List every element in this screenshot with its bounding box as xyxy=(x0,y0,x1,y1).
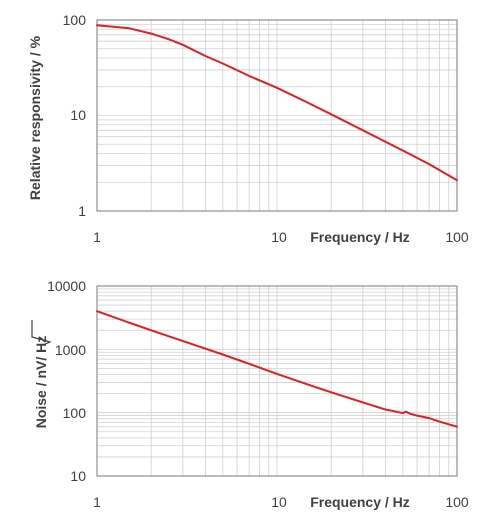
noise-ytick-100: 100 xyxy=(63,405,87,421)
noise-ytick-10000: 10000 xyxy=(47,278,86,294)
responsivity-x-axis-label: Frequency / Hz xyxy=(310,229,410,245)
responsivity-grid xyxy=(97,20,457,211)
noise-ytick-1000: 1000 xyxy=(55,342,86,358)
noise-series-line xyxy=(96,310,458,428)
noise-y-axis-label: Noise / nV/ Hz xyxy=(31,320,52,429)
responsivity-ytick-100: 100 xyxy=(63,12,87,28)
noise-y-axis-label-prefix: Noise / nV/ xyxy=(33,353,49,428)
responsivity-y-axis-label: Relative responsivity / % xyxy=(27,35,43,200)
noise-grid xyxy=(97,286,457,476)
noise-y-axis-label-root: Hz xyxy=(33,336,49,353)
responsivity-xtick-1: 1 xyxy=(93,229,101,245)
noise-ytick-10: 10 xyxy=(70,468,86,484)
noise-xtick-100: 100 xyxy=(445,494,469,510)
noise-x-axis-label: Frequency / Hz xyxy=(310,494,410,510)
responsivity-ytick-10: 10 xyxy=(70,107,86,123)
noise-plot-frame xyxy=(96,285,458,477)
responsivity-chart: 100 10 1 1 10 100 Frequency / Hz Relativ… xyxy=(27,12,469,245)
responsivity-xtick-10: 10 xyxy=(271,229,287,245)
responsivity-ytick-1: 1 xyxy=(78,203,86,219)
noise-xtick-1: 1 xyxy=(93,494,101,510)
sqrt-symbol-icon xyxy=(31,320,52,346)
noise-xtick-10: 10 xyxy=(271,494,287,510)
responsivity-plot-frame xyxy=(96,19,458,212)
responsivity-xtick-100: 100 xyxy=(445,229,469,245)
svg-text:Noise / nV/ Hz: Noise / nV/ Hz xyxy=(33,336,49,429)
responsivity-series-line xyxy=(96,24,458,182)
noise-chart: 10000 1000 100 10 1 10 100 Frequency / H… xyxy=(31,278,469,510)
